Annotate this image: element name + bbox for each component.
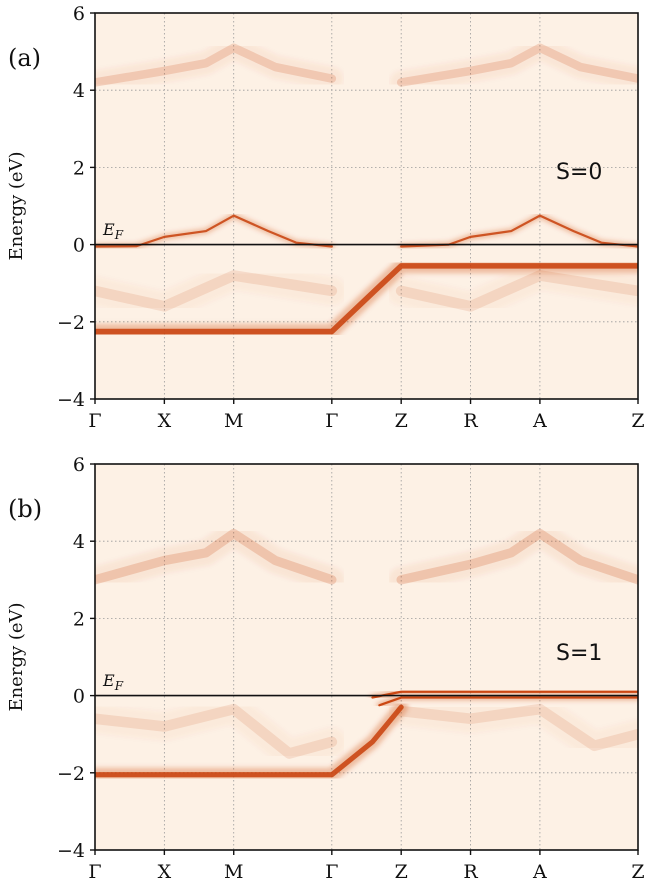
x-tick-label: Z: [395, 410, 408, 432]
y-tick-label: 6: [73, 454, 85, 476]
panel-a: −4 −2 0 2 4 6 Γ X M Γ Z R A Z Energy (eV) (a) S=0 EF: [6, 3, 645, 432]
y-tick-label: 4: [73, 80, 85, 102]
y-axis-label: Energy (eV): [6, 151, 27, 260]
spin-annotation: S=0: [556, 160, 602, 185]
band-glow: [386, 261, 638, 321]
x-tick-label: Z: [631, 410, 644, 432]
x-tick-label: X: [158, 861, 172, 883]
band-glow: [95, 261, 347, 321]
band-glow: [95, 520, 345, 593]
band-flat_low: [95, 263, 638, 335]
y-ticks: −4 −2 0 2 4 6: [57, 454, 95, 862]
y-axis-label: Energy (eV): [6, 602, 27, 711]
x-tick-label: Z: [631, 861, 644, 883]
band-upper_zra: [396, 43, 638, 87]
panel-label: (a): [8, 44, 41, 72]
x-tick-label: Γ: [88, 861, 101, 883]
x-tick-label: R: [463, 410, 478, 432]
band-cone_zra: [400, 214, 638, 248]
fermi-label: EF: [102, 220, 124, 242]
band-glow: [386, 694, 638, 761]
band-upper_zra: [396, 528, 638, 585]
x-tick-label: Γ: [88, 410, 101, 432]
band-mid_weak2: [395, 270, 638, 312]
fermi-label: EF: [102, 671, 124, 693]
y-tick-label: 0: [73, 686, 85, 708]
x-tick-label: R: [463, 861, 478, 883]
x-tick-label: X: [158, 410, 172, 432]
y-tick-label: 6: [73, 3, 85, 25]
y-tick-label: −4: [57, 389, 85, 411]
band-glow: [95, 694, 347, 768]
band-upper_gxm: [95, 528, 337, 585]
y-tick-label: −2: [57, 763, 85, 785]
panel-label: (b): [8, 495, 42, 523]
x-tick-label: A: [532, 861, 547, 883]
panel-b: −4 −2 0 2 4 6 Γ X M Γ Z R A Z Energy (eV) (b) S=1 EF: [6, 454, 645, 883]
y-tick-label: 2: [73, 608, 85, 630]
plot-frame: [94, 12, 639, 400]
band-mid_weak2: [395, 703, 638, 752]
bands-layer: [95, 520, 638, 782]
x-tick-label: Γ: [325, 861, 338, 883]
y-ticks: −4 −2 0 2 4 6: [57, 3, 95, 411]
band-glow: [389, 36, 638, 95]
band-glow: [95, 36, 344, 95]
x-tick-label: M: [224, 410, 243, 432]
x-tick-label: M: [224, 861, 243, 883]
spin-annotation: S=1: [556, 641, 602, 666]
band-mid_weak: [95, 270, 338, 312]
y-tick-label: −2: [57, 312, 85, 334]
y-tick-label: 4: [73, 531, 85, 553]
y-tick-label: 2: [73, 157, 85, 179]
plot-frame: [94, 463, 639, 851]
band-flat_low: [95, 704, 404, 778]
band-glow: [388, 520, 638, 593]
y-tick-label: 0: [73, 235, 85, 257]
x-tick-label: Z: [395, 861, 408, 883]
y-tick-label: −4: [57, 840, 85, 862]
band-upper_gxm: [95, 43, 337, 87]
bands-layer: [95, 36, 638, 339]
x-tick-label: A: [532, 410, 547, 432]
x-tick-label: Γ: [325, 410, 338, 432]
band-mid_weak: [95, 703, 338, 759]
